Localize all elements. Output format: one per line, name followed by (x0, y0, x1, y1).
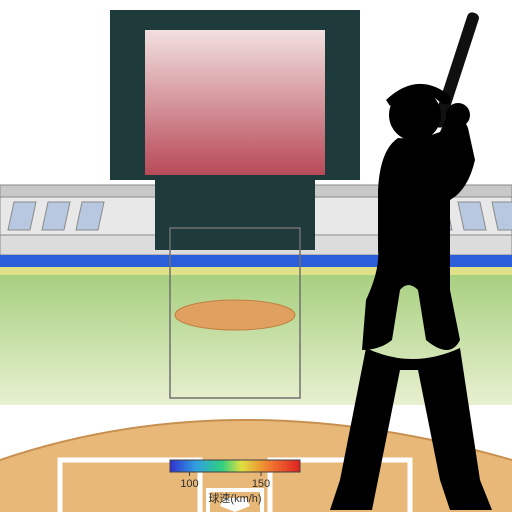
colorbar-tick-label: 100 (180, 478, 198, 490)
colorbar-label: 球速(km/h) (208, 491, 261, 505)
colorbar (170, 460, 300, 472)
scoreboard-screen (145, 30, 325, 175)
pitchers-mound (175, 300, 295, 330)
colorbar-tick-label: 150 (252, 478, 270, 490)
scoreboard-pillar (155, 180, 315, 250)
